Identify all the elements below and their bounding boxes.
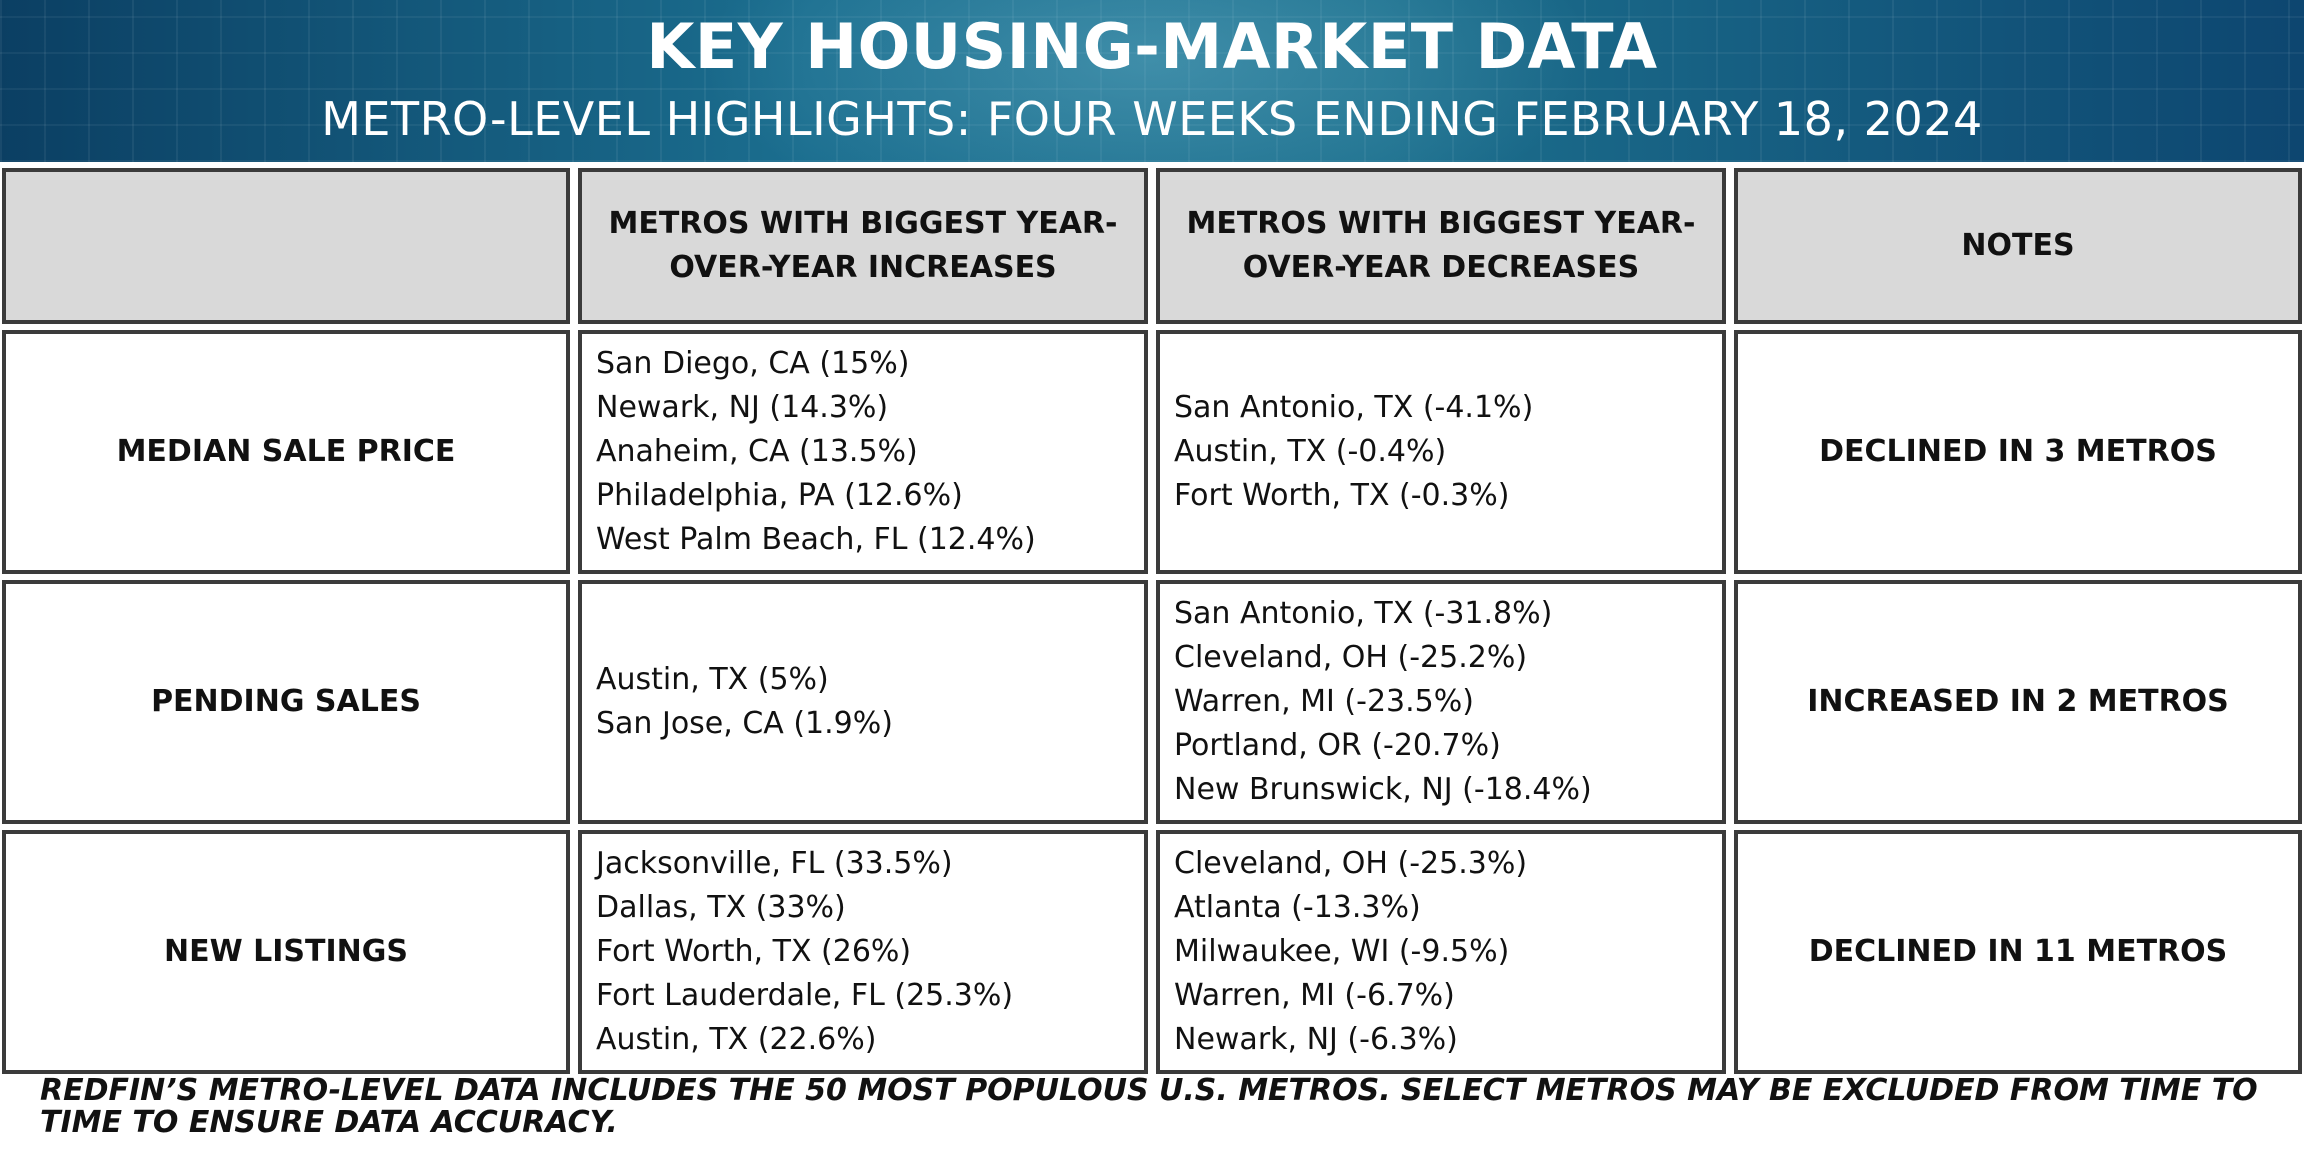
note-pending-sales: INCREASED IN 2 METROS: [1734, 580, 2302, 824]
list-item: Dallas, TX (33%): [596, 890, 846, 925]
header-cell-empty: [2, 168, 570, 324]
header-cell-decreases: METROS WITH BIGGEST YEAR-OVER-YEAR DECRE…: [1156, 168, 1726, 324]
increases-cell-pending-sales: Austin, TX (5%) San Jose, CA (1.9%): [578, 580, 1148, 824]
header-banner: KEY HOUSING-MARKET DATA METRO-LEVEL HIGH…: [0, 0, 2304, 162]
list-item: Milwaukee, WI (-9.5%): [1174, 934, 1510, 969]
list-item: Philadelphia, PA (12.6%): [596, 478, 963, 513]
banner-background-grid: [0, 0, 2304, 162]
list-item: Anaheim, CA (13.5%): [596, 434, 918, 469]
list-item: Austin, TX (5%): [596, 662, 829, 697]
increases-cell-new-listings: Jacksonville, FL (33.5%) Dallas, TX (33%…: [578, 830, 1148, 1074]
list-item: Newark, NJ (-6.3%): [1174, 1022, 1458, 1057]
header-cell-notes: NOTES: [1734, 168, 2302, 324]
list-item: Portland, OR (-20.7%): [1174, 728, 1501, 763]
list-item: Fort Worth, TX (26%): [596, 934, 912, 969]
page-subtitle: METRO-LEVEL HIGHLIGHTS: FOUR WEEKS ENDIN…: [321, 92, 1983, 146]
list-item: Cleveland, OH (-25.2%): [1174, 640, 1528, 675]
decreases-cell-median-sale-price: San Antonio, TX (-4.1%) Austin, TX (-0.4…: [1156, 330, 1726, 574]
list-item: Atlanta (-13.3%): [1174, 890, 1421, 925]
row-label-median-sale-price: MEDIAN SALE PRICE: [2, 330, 570, 574]
header-cell-increases: METROS WITH BIGGEST YEAR-OVER-YEAR INCRE…: [578, 168, 1148, 324]
footnote: REDFIN’S METRO-LEVEL DATA INCLUDES THE 5…: [40, 1073, 2258, 1140]
list-item: Jacksonville, FL (33.5%): [596, 846, 953, 881]
list-item: Fort Lauderdale, FL (25.3%): [596, 978, 1014, 1013]
banner-background-glow: [700, 0, 1600, 162]
note-median-sale-price: DECLINED IN 3 METROS: [1734, 330, 2302, 574]
list-item: San Antonio, TX (-4.1%): [1174, 390, 1534, 425]
list-item: Warren, MI (-6.7%): [1174, 978, 1455, 1013]
list-item: San Antonio, TX (-31.8%): [1174, 596, 1553, 631]
list-item: West Palm Beach, FL (12.4%): [596, 522, 1036, 557]
row-label-pending-sales: PENDING SALES: [2, 580, 570, 824]
list-item: Newark, NJ (14.3%): [596, 390, 889, 425]
list-item: Austin, TX (-0.4%): [1174, 434, 1447, 469]
list-item: Cleveland, OH (-25.3%): [1174, 846, 1528, 881]
page-title: KEY HOUSING-MARKET DATA: [646, 10, 1658, 83]
list-item: San Jose, CA (1.9%): [596, 706, 893, 741]
row-label-new-listings: NEW LISTINGS: [2, 830, 570, 1074]
decreases-cell-pending-sales: San Antonio, TX (-31.8%) Cleveland, OH (…: [1156, 580, 1726, 824]
decreases-cell-new-listings: Cleveland, OH (-25.3%) Atlanta (-13.3%) …: [1156, 830, 1726, 1074]
note-new-listings: DECLINED IN 11 METROS: [1734, 830, 2302, 1074]
list-item: San Diego, CA (15%): [596, 346, 910, 381]
list-item: New Brunswick, NJ (-18.4%): [1174, 772, 1592, 807]
list-item: Austin, TX (22.6%): [596, 1022, 877, 1057]
list-item: Warren, MI (-23.5%): [1174, 684, 1474, 719]
increases-cell-median-sale-price: San Diego, CA (15%) Newark, NJ (14.3%) A…: [578, 330, 1148, 574]
list-item: Fort Worth, TX (-0.3%): [1174, 478, 1510, 513]
